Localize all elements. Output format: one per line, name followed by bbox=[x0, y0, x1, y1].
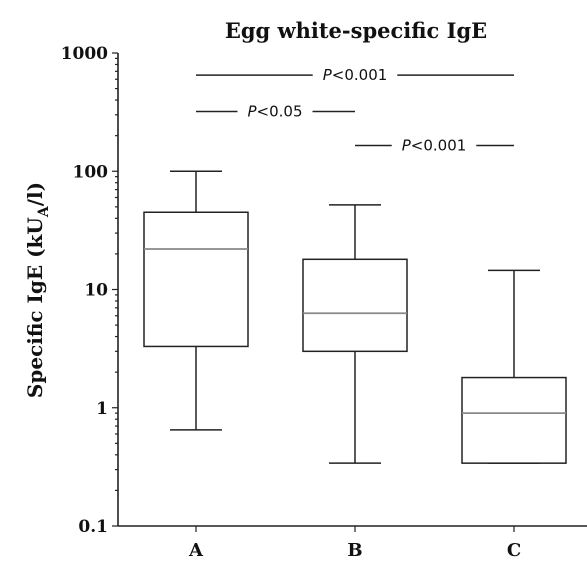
chart-title: Egg white-specific IgE bbox=[225, 18, 487, 43]
y-tick-label: 10 bbox=[84, 281, 108, 301]
p-value-label: P<0.001 bbox=[323, 66, 388, 84]
y-axis-label: Specific IgE (kUA/l) bbox=[23, 182, 52, 398]
x-tick-label: C bbox=[507, 540, 521, 561]
iqr-box bbox=[461, 376, 567, 464]
annotation-2: P<0.05 bbox=[196, 103, 355, 121]
y-tick-label: 1000 bbox=[61, 44, 108, 64]
annotation-3: P<0.001 bbox=[355, 137, 514, 155]
iqr-box bbox=[302, 258, 408, 353]
y-ticks: 0.1 1 10 100 1000 bbox=[61, 44, 118, 537]
box-group-c bbox=[461, 269, 567, 464]
y-tick-label: 100 bbox=[73, 162, 109, 182]
p-value-label: P<0.05 bbox=[247, 103, 302, 121]
boxes bbox=[143, 170, 567, 464]
annotation-1: P<0.001 bbox=[196, 66, 514, 84]
x-tick-label: A bbox=[188, 540, 204, 561]
y-axis-label-main: Specific IgE (kU bbox=[23, 217, 47, 398]
y-axis-label-end: /l) bbox=[23, 182, 47, 206]
p-value-label: P<0.001 bbox=[402, 137, 467, 155]
y-tick-label: 1 bbox=[96, 399, 108, 419]
x-ticks: A B C bbox=[188, 526, 521, 561]
y-axis-label-subscript: A bbox=[36, 205, 52, 218]
x-tick-label: B bbox=[347, 540, 362, 561]
box-group-a bbox=[143, 170, 249, 431]
y-tick-label: 0.1 bbox=[78, 517, 108, 537]
box-group-b bbox=[302, 204, 408, 464]
significance-annotations: P<0.001 P<0.05 P<0.001 bbox=[196, 66, 514, 155]
iqr-box bbox=[143, 211, 249, 348]
